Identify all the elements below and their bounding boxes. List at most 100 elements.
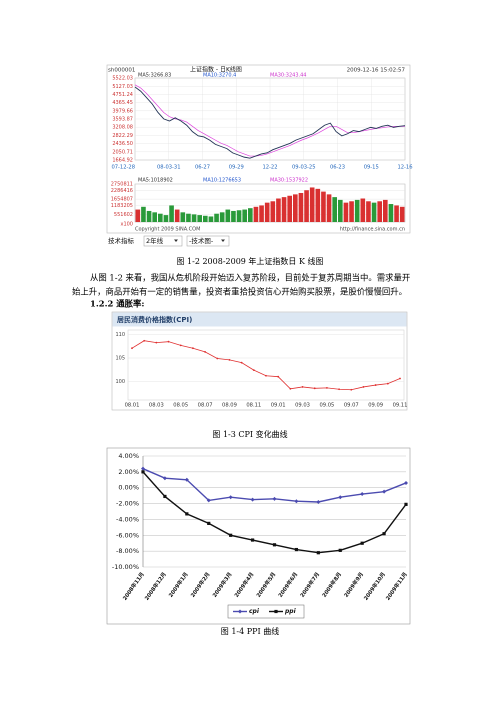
point <box>399 377 401 380</box>
select-text[interactable]: 2年线 <box>146 236 164 245</box>
volume-bar <box>264 202 270 222</box>
select-arrow <box>221 239 225 242</box>
point <box>294 547 299 552</box>
volume-bar <box>203 215 208 222</box>
x-tick-label: 08.03 <box>149 403 164 409</box>
volume-bar <box>321 191 326 222</box>
point <box>301 386 304 388</box>
volume-bar <box>304 190 309 222</box>
chart-title: 居民消费价格指数(CPI) <box>117 315 192 324</box>
legend-box <box>227 604 305 619</box>
volume-bar <box>360 198 366 222</box>
y-tick-label: -4.00% <box>116 515 139 523</box>
stock-time: 2009-12-16 15:02:57 <box>347 68 406 74</box>
y-tick-label: 2436.50 <box>112 141 133 147</box>
volume-bar <box>399 206 405 222</box>
x-tick-label: 07-12-28 <box>111 165 135 171</box>
plot-area <box>127 329 405 401</box>
y-tick-label: 3979.66 <box>112 108 133 114</box>
point <box>204 351 206 353</box>
volume-bar <box>287 195 292 222</box>
caption: 图 1-4 PPI 曲线 <box>221 626 279 636</box>
y-tick-label: 5127.03 <box>112 84 133 90</box>
point <box>277 375 280 378</box>
y-tick-label: 1183205 <box>111 203 133 209</box>
volume-bar <box>214 213 219 222</box>
y-tick-label: 551602 <box>114 212 133 218</box>
x-tick-label: 09.05 <box>319 403 334 409</box>
ma-label: MA10:3270.4 <box>203 73 236 79</box>
x-tick-label: 12-22 <box>262 165 277 171</box>
volume-bar <box>298 192 304 222</box>
y-tick-label: 3593.87 <box>112 116 133 122</box>
point <box>316 499 321 504</box>
point <box>167 340 170 343</box>
legend-marker <box>238 609 242 614</box>
volume-bar <box>146 210 152 222</box>
select-box[interactable] <box>143 235 183 247</box>
x-tick-label: 08.09 <box>222 403 237 409</box>
price-line <box>134 86 406 159</box>
volume-bar <box>326 194 332 222</box>
x-tick-label: 09.09 <box>368 403 383 409</box>
volume-bar <box>259 205 264 222</box>
point <box>294 499 299 504</box>
select-box[interactable] <box>186 235 230 247</box>
volume-bar <box>366 201 371 222</box>
x-tick-label: 09.03 <box>295 403 310 409</box>
y-tick-label: 110 <box>115 332 125 338</box>
volume-bar <box>191 214 197 222</box>
paragraph-line: 始上升，商品开始有一定的销售量，投资者重拾投资信心开始购买股票，是股价慢慢回升。 <box>72 287 407 297</box>
point <box>338 495 343 500</box>
point <box>185 512 189 516</box>
point <box>382 532 386 536</box>
y-tick-label: 4.00% <box>118 452 139 460</box>
point <box>326 386 328 389</box>
point <box>163 494 167 499</box>
y-tick-label: 4751.24 <box>112 92 133 98</box>
y-tick-label: 2750811 <box>111 182 133 188</box>
volume-bar <box>208 216 214 222</box>
select-text[interactable]: -技术图- <box>189 236 214 245</box>
x-tick-label: 08.07 <box>198 403 213 409</box>
x-tick-label: 08.05 <box>173 403 188 409</box>
x-tick-label: 08.01 <box>125 403 140 409</box>
cpi-title-bar <box>112 312 407 327</box>
volume-bar <box>219 212 225 222</box>
point <box>228 358 231 361</box>
ppi-frame <box>106 447 411 625</box>
ma-label: MA5:3266.83 <box>138 73 171 79</box>
volume-bar <box>141 206 146 222</box>
x-tick-label: 09-29 <box>229 165 244 171</box>
point <box>228 495 233 500</box>
volume-bar <box>377 201 382 222</box>
point <box>141 470 145 474</box>
control-label: 技术指标 <box>108 236 135 245</box>
y-tick-label: 4365.45 <box>112 100 133 106</box>
caption: 图 1-3 CPI 变化曲线 <box>212 429 287 439</box>
y-tick-label: 1654807 <box>111 197 133 203</box>
point <box>404 502 408 506</box>
volume-bar <box>163 215 169 222</box>
y-tick-label: 2822.29 <box>112 133 133 139</box>
x-tick-label: 09.11 <box>393 403 408 409</box>
point <box>250 497 255 502</box>
point <box>338 548 342 552</box>
y-tick-label: 5522.03 <box>112 76 133 82</box>
volume-bar <box>394 205 399 222</box>
stock-code: sh000001 <box>108 68 135 74</box>
source-url: http://finance.sina.com.cn <box>340 227 405 233</box>
point <box>162 476 167 481</box>
volume-bar <box>248 208 253 222</box>
point <box>313 387 316 390</box>
point <box>338 388 340 391</box>
ma-label: MA30:3243.44 <box>270 73 306 79</box>
x-tick-label: 09-15 <box>364 165 379 171</box>
x-tick-label: 06-27 <box>195 165 210 171</box>
volume-bar <box>236 210 242 222</box>
volume-bar <box>281 197 287 222</box>
volume-ma-label: MA10:1276653 <box>203 178 241 184</box>
volume-bar <box>332 197 337 222</box>
